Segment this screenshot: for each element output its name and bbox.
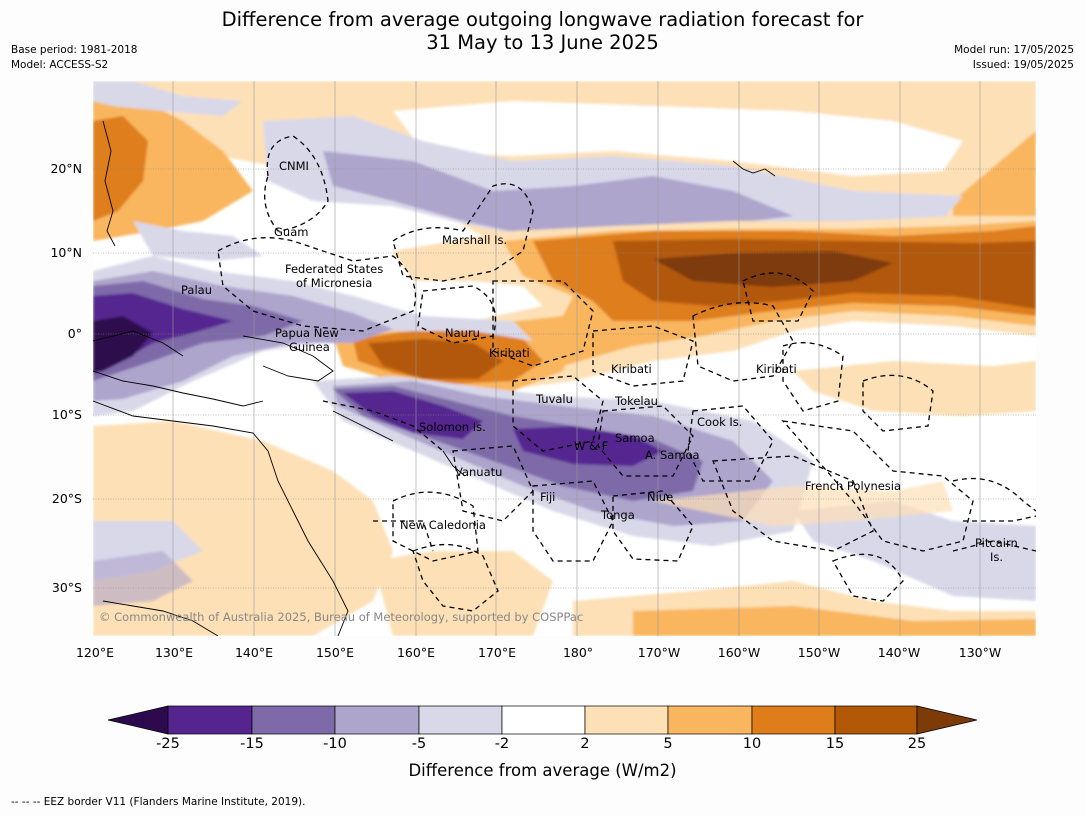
colorbar-swatch-2 bbox=[251, 705, 336, 735]
lon-tick-150e: 150°E bbox=[315, 645, 354, 660]
title-line-1: Difference from average outgoing longwav… bbox=[221, 8, 864, 31]
cbar-tick-8: 10 bbox=[742, 736, 762, 752]
colorbar-swatch-6 bbox=[584, 705, 669, 735]
model-run: Model run: 17/05/2025 bbox=[954, 44, 1074, 56]
lon-tick-140e: 140°E bbox=[234, 645, 273, 660]
label-fiji: Fiji bbox=[540, 490, 555, 504]
cbar-tick-1: -25 bbox=[156, 736, 180, 752]
lat-tick-10s: 10°S bbox=[51, 407, 82, 422]
label-american-samoa: A. Samoa bbox=[645, 448, 700, 462]
copyright-notice: © Commonwealth of Australia 2025, Bureau… bbox=[99, 610, 583, 624]
colorbar-label: Difference from average (W/m2) bbox=[408, 761, 677, 780]
colorbar-swatch-min-extend bbox=[107, 705, 169, 735]
label-french-polynesia: French Polynesia bbox=[805, 479, 901, 493]
meta-left: Base period: 1981-2018 Model: ACCESS-S2 bbox=[11, 43, 137, 73]
map-svg: CNMI Guam Marshall Is. Federated States … bbox=[93, 81, 1036, 636]
label-png-line2: Guinea bbox=[289, 340, 330, 354]
label-nauru: Nauru bbox=[445, 326, 480, 340]
lon-tick-120e: 120°E bbox=[75, 645, 114, 660]
eez-borders bbox=[217, 135, 1036, 612]
lon-tick-130e: 130°E bbox=[154, 645, 193, 660]
label-samoa: Samoa bbox=[615, 431, 655, 445]
colorbar-swatch-1 bbox=[167, 705, 253, 735]
lon-tick-180: 180° bbox=[562, 645, 594, 660]
label-new-caledonia: New Caledonia bbox=[400, 518, 486, 532]
cbar-tick-7: 5 bbox=[663, 736, 673, 752]
colorbar-swatch-3 bbox=[334, 705, 420, 735]
label-cook-islands: Cook Is. bbox=[697, 415, 742, 429]
lat-tick-20s: 20°S bbox=[51, 491, 82, 506]
latitude-lines bbox=[93, 168, 1036, 589]
title-line-2: 31 May to 13 June 2025 bbox=[426, 31, 659, 54]
colorbar bbox=[100, 700, 985, 770]
label-kiribati-central: Kiribati bbox=[611, 362, 652, 376]
lat-tick-10n: 10°N bbox=[50, 245, 82, 260]
lon-tick-150w: 150°W bbox=[797, 645, 841, 660]
lon-tick-170w: 170°W bbox=[637, 645, 681, 660]
label-tonga: Tonga bbox=[600, 508, 635, 522]
issued-date: Issued: 19/05/2025 bbox=[972, 59, 1074, 71]
lon-tick-160e: 160°E bbox=[396, 645, 435, 660]
label-pitcairn-line2: Is. bbox=[990, 550, 1003, 564]
colorbar-swatch-4 bbox=[418, 705, 503, 735]
place-labels: CNMI Guam Marshall Is. Federated States … bbox=[181, 159, 1018, 564]
label-png-line1: Papua New bbox=[275, 326, 339, 340]
forecast-map: CNMI Guam Marshall Is. Federated States … bbox=[93, 81, 1036, 636]
eez-footnote: -- -- -- EEZ border V11 (Flanders Marine… bbox=[11, 796, 306, 808]
meta-right: Model run: 17/05/2025 Issued: 19/05/2025 bbox=[954, 43, 1074, 73]
cbar-tick-10: 25 bbox=[907, 736, 927, 752]
lat-tick-0: 0° bbox=[67, 326, 82, 341]
label-guam: Guam bbox=[274, 225, 308, 239]
label-marshall-islands: Marshall Is. bbox=[442, 233, 507, 247]
graticule bbox=[172, 81, 981, 636]
base-period: Base period: 1981-2018 bbox=[11, 44, 138, 56]
cbar-tick-3: -10 bbox=[323, 736, 347, 752]
chart-title: Difference from average outgoing longwav… bbox=[0, 8, 1085, 54]
label-tokelau: Tokelau bbox=[614, 394, 658, 408]
label-palau: Palau bbox=[181, 283, 212, 297]
colorbar-swatch-5 bbox=[501, 705, 586, 735]
colorbar-swatch-7 bbox=[667, 705, 753, 735]
lon-tick-160w: 160°W bbox=[717, 645, 761, 660]
label-wallis-futuna: W & F bbox=[574, 439, 608, 453]
lon-tick-170e: 170°E bbox=[477, 645, 516, 660]
label-solomon-islands: Solomon Is. bbox=[419, 420, 486, 434]
label-kiribati-west: Kiribati bbox=[489, 346, 530, 360]
cbar-tick-9: 15 bbox=[825, 736, 845, 752]
cbar-tick-4: -5 bbox=[411, 736, 427, 752]
label-tuvalu: Tuvalu bbox=[535, 392, 573, 406]
label-fsm-line2: of Micronesia bbox=[296, 276, 372, 290]
lon-tick-140w: 140°W bbox=[877, 645, 921, 660]
label-niue: Niue bbox=[647, 490, 673, 504]
label-vanuatu: Vanuatu bbox=[455, 465, 502, 479]
anomaly-shading bbox=[93, 81, 1036, 636]
colorbar-swatch-max-extend bbox=[916, 705, 978, 735]
lat-tick-20n: 20°N bbox=[50, 161, 82, 176]
lat-tick-30s: 30°S bbox=[51, 580, 82, 595]
colorbar-svg bbox=[107, 705, 978, 735]
label-kiribati-east: Kiribati bbox=[756, 362, 797, 376]
model-name: Model: ACCESS-S2 bbox=[11, 59, 109, 71]
colorbar-swatch-9 bbox=[834, 705, 918, 735]
cbar-tick-2: -15 bbox=[240, 736, 264, 752]
coastlines bbox=[93, 120, 776, 636]
cbar-tick-6: 2 bbox=[580, 736, 590, 752]
label-cnmi: CNMI bbox=[279, 159, 309, 173]
colorbar-swatch-8 bbox=[751, 705, 836, 735]
label-pitcairn-line1: Pitcairn bbox=[975, 536, 1018, 550]
lon-tick-130w: 130°W bbox=[958, 645, 1002, 660]
label-fsm-line1: Federated States bbox=[285, 262, 383, 276]
cbar-tick-5: -2 bbox=[494, 736, 510, 752]
